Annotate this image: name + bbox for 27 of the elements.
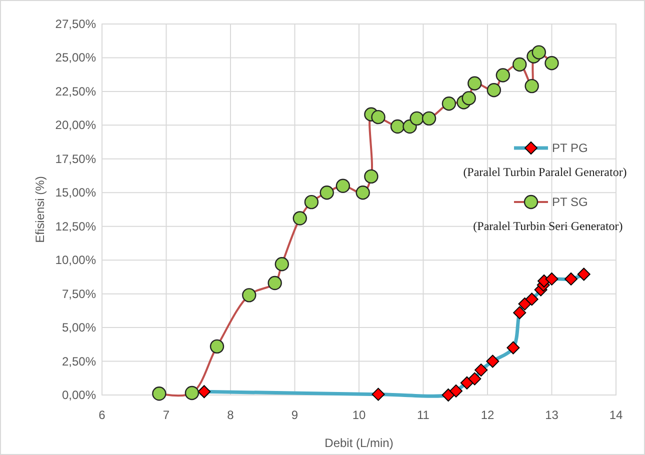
x-tick-label: 8 (227, 408, 234, 422)
y-tick-label: 27,50% (55, 17, 96, 31)
y-tick-label: 10,00% (55, 253, 96, 268)
y-tick-label: 12,50% (55, 219, 96, 234)
legend-label: PT PG (552, 141, 588, 155)
y-tick-label: 7,50% (62, 286, 96, 301)
x-tick-label: 10 (352, 408, 366, 422)
y-tick-label: 25,00% (55, 50, 96, 65)
y-tick-label: 15,00% (55, 186, 96, 200)
y-tick-label: 20,00% (55, 118, 96, 132)
y-tick-label: 0,00% (62, 388, 96, 402)
x-tick-label: 12 (480, 408, 494, 422)
x-tick-label: 13 (545, 408, 559, 422)
x-tick-label: 6 (98, 408, 106, 422)
y-tick-label: 22,50% (55, 84, 96, 98)
y-axis-title: Efisiensi (%) (33, 176, 47, 243)
x-tick-label: 9 (291, 408, 298, 422)
y-tick-label: 17,50% (55, 152, 96, 166)
annotation: (Paralel Turbin Seri Generator) (473, 219, 623, 233)
x-tick-label: 11 (417, 408, 430, 422)
x-tick-label: 7 (162, 408, 170, 422)
x-axis-title: Debit (L/min) (324, 436, 394, 450)
y-tick-label: 2,50% (62, 354, 96, 368)
annotation: (Paralel Turbin Paralel Generator) (463, 165, 627, 179)
y-tick-label: 5,00% (62, 320, 96, 335)
legend-label: PT SG (552, 195, 588, 209)
x-tick-label: 14 (609, 408, 623, 422)
